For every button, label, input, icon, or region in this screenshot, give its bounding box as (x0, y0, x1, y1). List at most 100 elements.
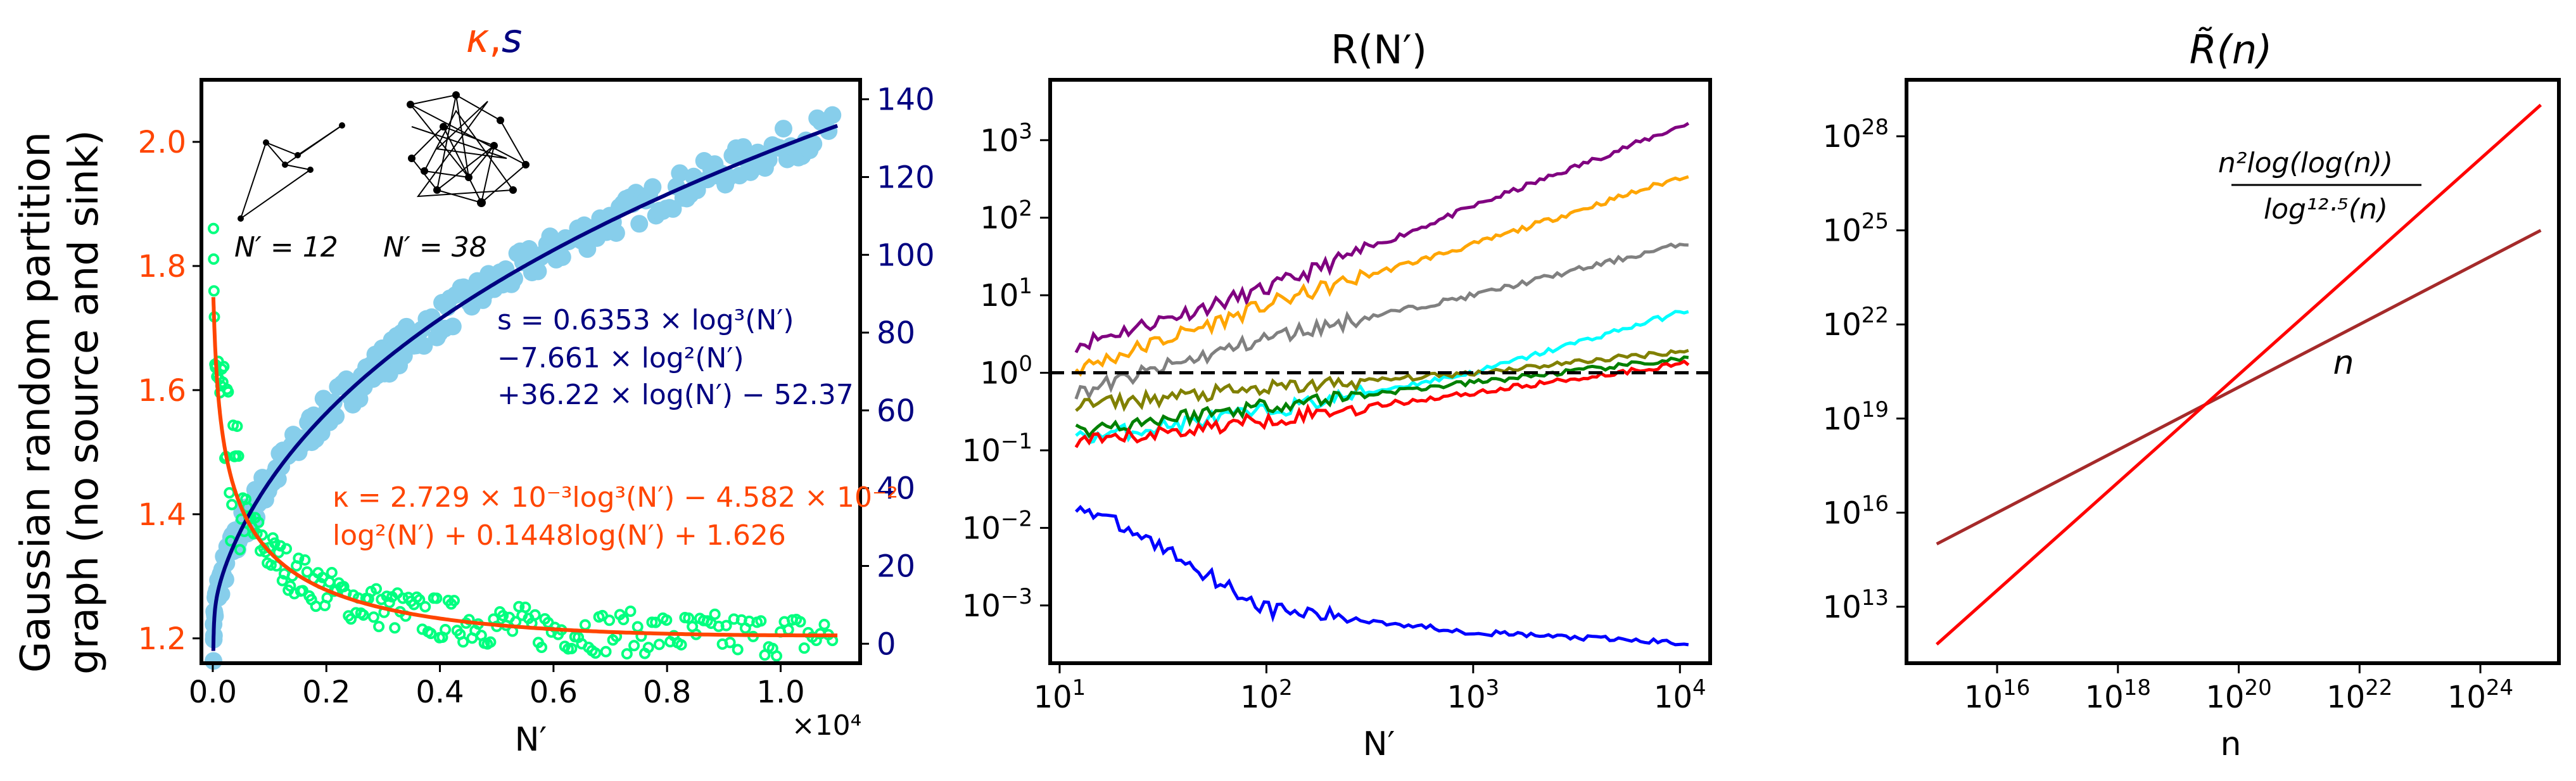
kappa-point (299, 554, 311, 566)
s-point (774, 120, 792, 138)
title-comma: , (489, 15, 502, 61)
right-xlabel: n (2221, 725, 2242, 763)
kappa-point (208, 285, 220, 297)
right-y-tick-label: 1019 (1823, 397, 1889, 437)
kappa-point (253, 516, 265, 528)
right-title: R̃(n) (2190, 27, 2273, 73)
kappa-point (653, 638, 665, 651)
kappa-point (383, 597, 395, 609)
middle-plot-area: 101 102 103 104 10−3 10−2 10−1 100 101 102 103 (962, 78, 1712, 715)
series-purple (1074, 122, 1690, 353)
kappa-point (485, 636, 497, 648)
kappa-point (357, 609, 369, 621)
series-blue (1075, 505, 1689, 647)
s-point (630, 215, 649, 233)
kappa-point (755, 615, 767, 627)
kappa-point (732, 644, 744, 656)
kappa-point (270, 560, 282, 572)
kappa-point (301, 566, 313, 578)
kappa-point (367, 611, 379, 623)
middle-y-tick-label: 10−1 (962, 429, 1032, 469)
left-x-tick-label: 1.0 (756, 675, 804, 710)
kappa-point (625, 606, 637, 618)
right-y-tick-label: 40 (877, 471, 915, 507)
middle-x-tick-label: 103 (1447, 675, 1499, 715)
left-ylabel: Gaussian random partition graph (no sour… (13, 130, 108, 675)
formula-numerator: n²log(log(n)) (2218, 147, 2393, 179)
left-y-tick-label: 1.8 (138, 249, 186, 284)
kappa-point (604, 614, 616, 626)
right-title-arg: (n) (2217, 27, 2273, 73)
kappa-point (579, 619, 591, 631)
kappa-point (373, 621, 385, 633)
kappa-formula-line-1: κ = 2.729 × 10⁻³log³(N′) − 4.582 × 10⁻² (333, 481, 898, 514)
left-xlabel: N′ (515, 721, 547, 759)
n-series-label: n (2333, 344, 2354, 382)
kappa-point (709, 608, 721, 620)
right-y-tick-label: 1013 (1823, 585, 1889, 625)
kappa-point (222, 386, 234, 398)
series-cyan (1075, 310, 1689, 445)
middle-x-tick-label: 104 (1654, 675, 1706, 715)
kappa-point (628, 640, 640, 652)
kappa-point (566, 642, 578, 654)
right-x-tick-label: 1018 (2085, 675, 2151, 715)
left-x-tick-label: 0.2 (302, 675, 350, 710)
right-y-tick-label: 60 (877, 393, 915, 429)
kappa-point (590, 647, 602, 659)
right-y-tick-label: 140 (877, 82, 935, 118)
right-plot-area: 1016 1018 1020 1022 1024 1013 1016 1019 1022 1025… (1823, 78, 2561, 715)
kappa-point (818, 618, 830, 630)
series-orange (1074, 175, 1689, 377)
kappa-point (720, 619, 732, 632)
ylabel-line-1: Gaussian random partition (13, 132, 60, 673)
kappa-fit-line (211, 297, 838, 638)
right-frame (1905, 78, 2561, 665)
s-point (541, 227, 559, 246)
kappa-point (497, 609, 509, 621)
middle-x-tick-label: 102 (1240, 675, 1293, 715)
right-x-tick-label: 1022 (2326, 675, 2392, 715)
kappa-point (798, 642, 810, 654)
kappa-point (419, 600, 431, 613)
s-point (443, 317, 462, 336)
kappa-point (218, 360, 230, 372)
right-x-tick-label: 1020 (2205, 675, 2271, 715)
s-fit-line (211, 124, 839, 651)
ylabel-line-2: graph (no source and sink) (61, 130, 108, 675)
left-y-tick-label: 1.2 (138, 621, 186, 657)
kappa-point (208, 253, 220, 265)
s-point (529, 262, 547, 281)
kappa-point (519, 601, 531, 613)
kappa-point (389, 622, 401, 634)
kappa-point (536, 642, 548, 654)
right-x-tick-label: 1016 (1964, 675, 2030, 715)
left-x-tick-label: 0.0 (189, 675, 237, 710)
s-formula-line-2: −7.661 × log²(N′) (497, 342, 744, 374)
right-y-tick-label: 1025 (1823, 209, 1889, 249)
panel-R: R(N′) 101 102 103 10410−310−210−11001011021… (962, 27, 1712, 763)
kappa-point (440, 623, 452, 635)
middle-y-tick-label: 10−3 (962, 584, 1032, 624)
s-point (671, 164, 689, 182)
middle-frame (1048, 78, 1712, 665)
kappa-point (324, 576, 336, 588)
right-y-tick-label: 1022 (1823, 303, 1889, 343)
kappa-point (675, 638, 687, 651)
series-gray (1074, 242, 1689, 400)
kappa-point (234, 543, 246, 556)
series-n (1936, 229, 2542, 546)
kappa-point (265, 559, 277, 571)
inset-graph-38 (407, 91, 530, 207)
kappa-formula-line-2: log²(N′) + 0.1448log(N′) + 1.626 (333, 519, 786, 552)
s-point (607, 224, 625, 242)
title-kappa: κ (466, 15, 490, 61)
kappa-point (431, 592, 443, 604)
kappa-point (224, 486, 236, 498)
kappa-point (371, 583, 383, 595)
left-x-multiplier: ×10⁴ (792, 709, 862, 742)
kappa-point (457, 636, 469, 648)
kappa-point (794, 616, 806, 628)
s-point (804, 135, 823, 153)
